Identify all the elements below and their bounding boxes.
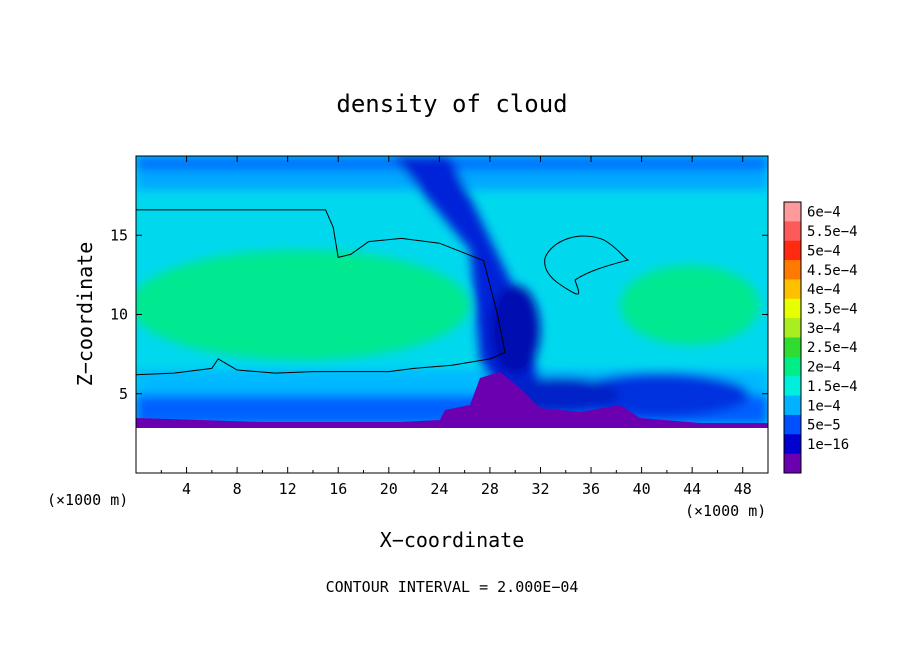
- updraft-core: [490, 285, 540, 375]
- colorbar: 6e−4 5.5e−4 5e−4 4.5e−4 4e−4 3.5e−4 3e−4 2.5e−4…: [783, 201, 858, 474]
- colorbar-label: 5e−5: [807, 418, 841, 434]
- colorbar-swatch: [784, 376, 801, 397]
- contour-loop: [544, 235, 630, 295]
- colorbar-label: 2e−4: [807, 360, 841, 376]
- colorbar-label: 6e−4: [807, 205, 841, 221]
- colorbar-label: 1.5e−4: [807, 379, 858, 395]
- x-axis-label: X−coordinate: [380, 528, 525, 552]
- colorbar-swatch: [784, 318, 801, 338]
- colorbar-swatch: [784, 260, 801, 280]
- colorbar-label: 1e−4: [807, 398, 841, 414]
- contour-line: [136, 209, 506, 376]
- colorbar-swatch: [784, 434, 801, 455]
- x-tick-label: 20: [380, 480, 398, 498]
- colorbar-label: 1e−16: [807, 437, 849, 453]
- colorbar-label: 5e−4: [807, 243, 841, 259]
- colorbar-swatch: [784, 395, 801, 416]
- x-axis-ticks: 4 8 12 16 20 24 28 32 36 40 44 48: [160, 156, 752, 498]
- x-tick-label: 40: [633, 480, 651, 498]
- colorbar-swatch: [784, 221, 801, 242]
- x-unit-left: (×1000 m): [47, 491, 128, 509]
- purple-base-layer: [136, 372, 768, 430]
- y-tick-label: 10: [110, 306, 128, 324]
- colorbar-swatch: [784, 202, 801, 222]
- colorbar-label: 3e−4: [807, 321, 841, 337]
- colorbar-label: 3.5e−4: [807, 301, 858, 317]
- density-field: [136, 156, 768, 473]
- x-tick-label: 8: [233, 480, 242, 498]
- x-tick-label: 12: [279, 480, 297, 498]
- y-axis-label: Z−coordinate: [73, 242, 97, 387]
- colorbar-label: 4.5e−4: [807, 263, 858, 279]
- x-unit-right: (×1000 m): [685, 502, 766, 520]
- below-cloud-region: [136, 428, 768, 473]
- colorbar-label: 4e−4: [807, 282, 841, 298]
- x-tick-label: 36: [582, 480, 600, 498]
- colorbar-swatch: [784, 356, 801, 377]
- colorbar-swatch: [784, 279, 801, 300]
- x-tick-label: 48: [734, 480, 752, 498]
- x-tick-label: 28: [481, 480, 499, 498]
- green-core-left: [136, 250, 470, 360]
- x-tick-label: 16: [329, 480, 347, 498]
- y-tick-label: 15: [110, 226, 128, 244]
- x-tick-label: 4: [182, 480, 191, 498]
- y-axis-ticks: 5 10 15: [110, 226, 768, 403]
- colorbar-swatch: [784, 414, 801, 435]
- y-tick-label: 5: [119, 385, 128, 403]
- colorbar-swatch: [784, 240, 801, 261]
- colorbar-label: 2.5e−4: [807, 340, 858, 356]
- colorbar-label: 5.5e−4: [807, 224, 858, 240]
- x-tick-label: 32: [531, 480, 549, 498]
- chart-title: density of cloud: [336, 90, 567, 118]
- contour-interval: CONTOUR INTERVAL = 2.000E−04: [326, 578, 579, 596]
- colorbar-swatch: [784, 337, 801, 358]
- x-tick-label: 24: [430, 480, 448, 498]
- colorbar-frame: [783, 201, 802, 474]
- x-tick-label: 44: [683, 480, 701, 498]
- colorbar-swatch: [784, 453, 801, 474]
- colorbar-swatch: [784, 298, 801, 319]
- green-core-right: [620, 265, 760, 345]
